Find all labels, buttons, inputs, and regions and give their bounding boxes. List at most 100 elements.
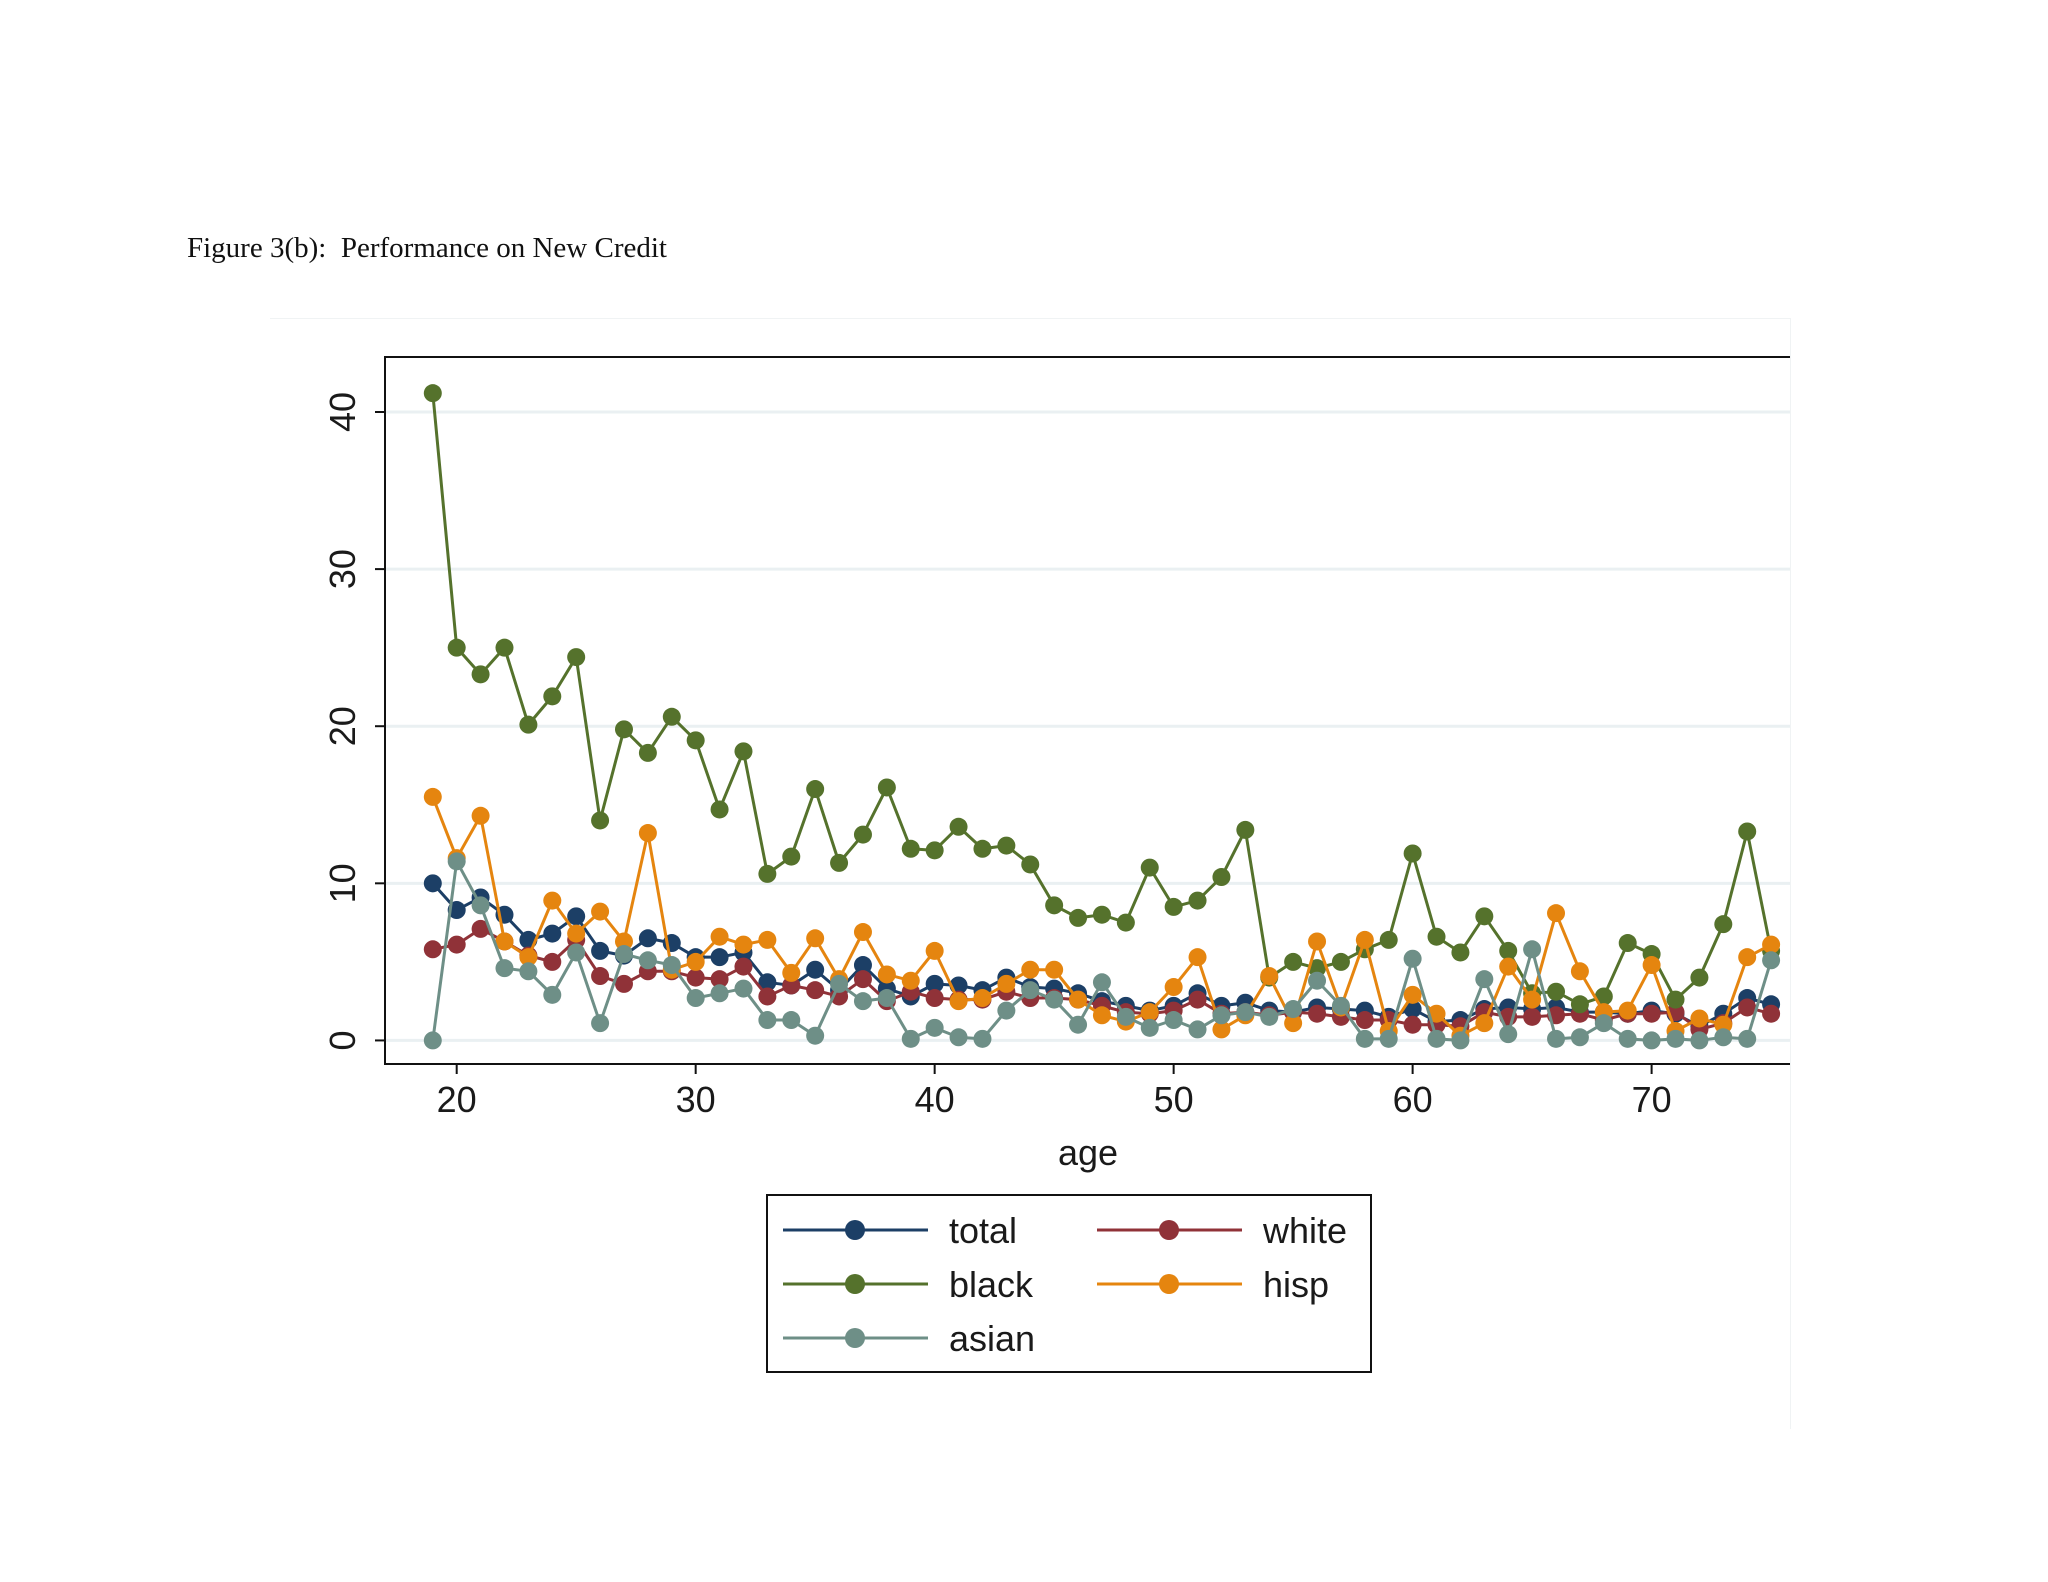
data-point-black [853,825,872,844]
data-point-black [447,638,466,657]
data-point-asian [877,989,896,1008]
data-point-black [1069,908,1088,927]
data-point-white [591,967,610,986]
data-point-black [1308,959,1327,978]
data-point-hisp [567,924,586,943]
data-point-asian [1475,970,1494,989]
data-point-black [1547,982,1566,1001]
data-point-black [1021,855,1040,874]
data-point-black [567,648,586,667]
legend-item-white: white [1097,1210,1347,1251]
data-point-hisp [1738,948,1757,967]
data-point-white [686,968,705,987]
data-point-hisp [1570,962,1589,981]
data-point-total [638,929,657,948]
data-point-asian [1523,940,1542,959]
data-point-hisp [1475,1014,1494,1033]
data-point-black [1092,905,1111,924]
data-point-black [806,780,825,799]
data-point-white [1355,1011,1374,1030]
data-point-total [758,973,777,992]
data-point-black [1714,915,1733,934]
data-point-black [1236,820,1255,839]
data-point-asian [1021,981,1040,1000]
data-point-white [423,940,442,959]
data-point-asian [1570,1028,1589,1047]
data-point-hisp [638,824,657,843]
data-point-black [1188,891,1207,910]
data-point-hisp [1690,1009,1709,1028]
data-point-hisp [1140,1003,1159,1022]
data-point-total [806,960,825,979]
data-point-black [997,836,1016,855]
data-point-asian [1284,1000,1303,1019]
data-point-white [1738,998,1757,1017]
legend-label: black [949,1264,1034,1305]
data-point-asian [949,1028,968,1047]
data-point-black [1284,952,1303,971]
data-point-asian [1690,1031,1709,1050]
data-point-black [973,839,992,858]
data-point-asian [1260,1007,1279,1026]
legend-label: asian [949,1318,1035,1359]
data-point-hisp [758,930,777,949]
data-point-hisp [471,806,490,825]
data-point-hisp [495,932,514,951]
data-point-asian [543,985,562,1004]
legend-swatch-marker [845,1328,865,1348]
data-point-asian [1379,1029,1398,1048]
data-point-white [1188,990,1207,1009]
data-point-hisp [1212,1020,1231,1039]
x-tick-label: 30 [676,1079,716,1120]
data-point-black [519,715,538,734]
data-point-hisp [543,891,562,910]
data-point-black [495,638,514,657]
legend-item-asian: asian [783,1318,1035,1359]
data-point-black [1690,968,1709,987]
data-point-black [949,817,968,836]
data-point-hisp [734,935,753,954]
data-point-asian [495,959,514,978]
legend-swatch-marker [1159,1274,1179,1294]
data-point-white [853,970,872,989]
data-point-black [423,384,442,403]
data-point-asian [1547,1029,1566,1048]
data-point-asian [1355,1029,1374,1048]
data-point-black [1116,913,1135,932]
data-point-asian [782,1011,801,1030]
data-point-hisp [782,963,801,982]
y-tick-label: 20 [322,706,363,746]
data-point-white [925,989,944,1008]
data-point-hisp [1045,960,1064,979]
data-point-hisp [1714,1015,1733,1034]
data-point-black [638,743,657,762]
data-point-asian [686,989,705,1008]
x-axis-title: age [1058,1132,1118,1173]
data-point-black [758,864,777,883]
data-point-asian [447,852,466,871]
legend-swatch-marker [845,1220,865,1240]
y-axis: 0 10 20 30 40 [322,392,385,1050]
data-point-white [447,935,466,954]
data-point-asian [1045,990,1064,1009]
data-point-white [1308,1004,1327,1023]
data-point-asian [806,1026,825,1045]
data-point-asian [1642,1031,1661,1050]
x-tick-label: 40 [915,1079,955,1120]
data-point-hisp [949,992,968,1011]
data-point-asian [1116,1007,1135,1026]
figure-title: Figure 3(b): Performance on New Credit [187,232,667,264]
y-tick-label: 40 [322,392,363,432]
data-point-asian [519,962,538,981]
legend-label: hisp [1263,1264,1329,1305]
data-point-black [1427,927,1446,946]
data-point-total [925,974,944,993]
x-tick-label: 50 [1154,1079,1194,1120]
data-point-black [1451,943,1470,962]
data-point-hisp [1547,904,1566,923]
data-point-asian [1188,1020,1207,1039]
data-point-black [1164,897,1183,916]
x-tick-label: 60 [1393,1079,1433,1120]
legend-swatch-marker [1159,1220,1179,1240]
data-point-hisp [1284,1014,1303,1033]
